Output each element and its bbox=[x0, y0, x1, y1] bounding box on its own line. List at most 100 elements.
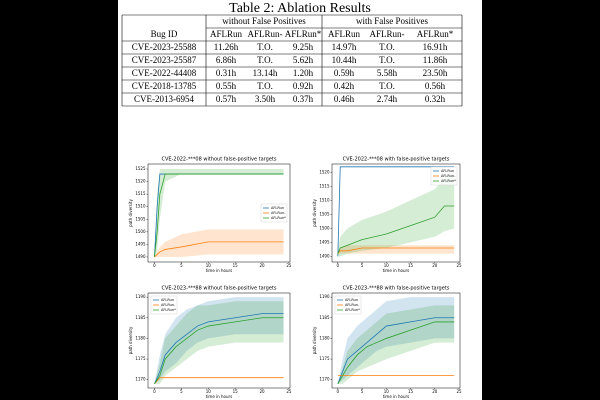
x-tick-label: 20 bbox=[259, 389, 265, 394]
x-tick-label: 25 bbox=[286, 263, 292, 268]
table-cell: 0.37h bbox=[293, 94, 314, 104]
plot-frame bbox=[331, 292, 461, 389]
legend-label: AFLRun* bbox=[161, 308, 176, 312]
x-tick-label: 0 bbox=[153, 263, 156, 268]
x-tick-label: 5 bbox=[180, 389, 183, 394]
table-cell: CVE-2023-25587 bbox=[132, 55, 197, 65]
column-header: AFLRun* bbox=[285, 29, 322, 39]
table-cell: 14.97h bbox=[332, 42, 357, 52]
table-cell: 10.44h bbox=[332, 55, 357, 65]
legend-label: AFLRun bbox=[271, 206, 284, 210]
x-tick-label: 20 bbox=[432, 263, 438, 268]
table-cell: T.O. bbox=[257, 55, 273, 65]
y-tick-label: 1490 bbox=[135, 254, 146, 259]
x-axis-label: time in hours bbox=[383, 268, 409, 273]
y-tick-label: 1180 bbox=[319, 335, 330, 340]
legend-label: AFLRun bbox=[441, 169, 454, 173]
legend-label: AFLRun- bbox=[161, 303, 176, 307]
plot-frame bbox=[147, 292, 291, 389]
legend-box bbox=[150, 295, 178, 315]
legend-box bbox=[260, 203, 288, 223]
x-axis-label: time in hours bbox=[206, 394, 232, 399]
chart-title: CVE-2022-***08 without false-positive ta… bbox=[162, 157, 277, 163]
series-line bbox=[154, 313, 284, 385]
x-tick-label: 25 bbox=[456, 263, 462, 268]
table-cell: 1.20h bbox=[293, 68, 314, 78]
x-tick-label: 5 bbox=[361, 263, 364, 268]
x-tick-label: 10 bbox=[206, 389, 212, 394]
column-header: AFLRun bbox=[328, 29, 361, 39]
series-line bbox=[337, 321, 455, 385]
plot-frame bbox=[331, 163, 461, 263]
table-cell: 0.57h bbox=[216, 94, 237, 104]
legend-label: AFLRun- bbox=[345, 303, 360, 307]
x-axis-label: time in hours bbox=[383, 394, 409, 399]
y-tick-label: 1490 bbox=[319, 253, 330, 258]
y-tick-label: 1510 bbox=[135, 204, 146, 209]
table-cell: CVE-2022-44408 bbox=[132, 68, 197, 78]
x-tick-label: 15 bbox=[408, 263, 414, 268]
table-cell: 13.14h bbox=[253, 68, 278, 78]
table-cell: T.O. bbox=[379, 42, 395, 52]
y-tick-label: 1500 bbox=[319, 225, 330, 230]
x-tick-label: 15 bbox=[233, 263, 239, 268]
y-tick-label: 1520 bbox=[319, 169, 330, 174]
y-tick-label: 1185 bbox=[319, 315, 330, 320]
x-tick-label: 25 bbox=[456, 389, 462, 394]
y-tick-label: 1185 bbox=[135, 315, 146, 320]
y-tick-label: 1175 bbox=[135, 356, 146, 361]
confidence-band bbox=[337, 172, 455, 257]
table-cell: 2.74h bbox=[377, 94, 398, 104]
table-cell: 5.58h bbox=[377, 68, 398, 78]
table-cell: 11.86h bbox=[423, 55, 448, 65]
y-tick-label: 1520 bbox=[135, 179, 146, 184]
table-cell: 0.32h bbox=[425, 94, 446, 104]
legend-label: AFLRun bbox=[345, 298, 358, 302]
x-tick-label: 15 bbox=[408, 389, 414, 394]
y-tick-label: 1495 bbox=[135, 241, 146, 246]
table-cell: CVE-2018-13785 bbox=[132, 81, 197, 91]
confidence-band bbox=[154, 169, 284, 257]
confidence-band bbox=[337, 297, 455, 384]
x-tick-label: 0 bbox=[337, 263, 340, 268]
y-axis-label: path diversity bbox=[312, 199, 317, 227]
chart-title: CVE-2022-***08 with false-positive targe… bbox=[343, 157, 450, 163]
legend-label: AFLRun* bbox=[271, 216, 286, 220]
series-line bbox=[154, 377, 284, 385]
x-tick-label: 10 bbox=[206, 263, 212, 268]
confidence-band bbox=[337, 245, 455, 254]
table-cell: 0.59h bbox=[334, 68, 355, 78]
legend-label: AFLRun* bbox=[441, 179, 456, 183]
x-tick-label: 20 bbox=[432, 389, 438, 394]
column-header: AFLRun- bbox=[369, 29, 404, 39]
table-cell: 0.92h bbox=[293, 81, 314, 91]
x-tick-label: 5 bbox=[180, 263, 183, 268]
table-cell: T.O. bbox=[379, 55, 395, 65]
y-tick-label: 1190 bbox=[135, 294, 146, 299]
confidence-band bbox=[154, 301, 284, 384]
table-cell: 23.50h bbox=[423, 68, 448, 78]
x-tick-label: 10 bbox=[384, 263, 390, 268]
y-tick-label: 1180 bbox=[135, 335, 146, 340]
y-tick-label: 1505 bbox=[319, 211, 330, 216]
group-header: with False Positives bbox=[356, 16, 429, 26]
table-cell: 6.86h bbox=[216, 55, 237, 65]
legend-label: AFLRun- bbox=[441, 174, 456, 178]
table-cell: 0.55h bbox=[216, 81, 237, 91]
x-tick-label: 0 bbox=[337, 389, 340, 394]
table-cell: CVE-2023-25588 bbox=[132, 42, 197, 52]
series-line bbox=[337, 247, 455, 254]
table-cell: 0.31h bbox=[216, 68, 237, 78]
table-cell: 16.91h bbox=[423, 42, 448, 52]
y-tick-label: 1190 bbox=[319, 294, 330, 299]
series-line bbox=[154, 317, 284, 385]
paper bbox=[118, 0, 482, 400]
legend-label: AFLRun bbox=[161, 298, 174, 302]
column-header: AFLRun* bbox=[417, 29, 454, 39]
table-cell: 11.26h bbox=[214, 42, 239, 52]
y-tick-label: 1495 bbox=[319, 239, 330, 244]
table-cell: T.O. bbox=[257, 81, 273, 91]
y-tick-label: 1500 bbox=[135, 229, 146, 234]
table-title: Table 2: Ablation Results bbox=[229, 1, 371, 16]
legend-box bbox=[334, 295, 362, 315]
